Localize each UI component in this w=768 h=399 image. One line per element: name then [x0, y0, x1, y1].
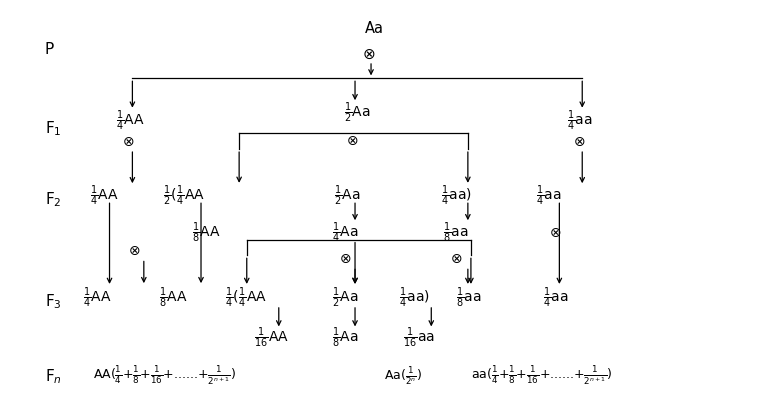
Text: $\frac{1}{4}$AA: $\frac{1}{4}$AA [83, 286, 111, 310]
Text: $\frac{1}{2}$Aa: $\frac{1}{2}$Aa [334, 184, 361, 208]
Text: $\frac{1}{4}$($\frac{1}{4}$AA: $\frac{1}{4}$($\frac{1}{4}$AA [226, 286, 267, 310]
Text: $\frac{1}{4}$aa: $\frac{1}{4}$aa [542, 286, 568, 310]
Text: $\frac{1}{8}$AA: $\frac{1}{8}$AA [192, 221, 220, 245]
Text: $\otimes$: $\otimes$ [450, 252, 462, 266]
Text: $\frac{1}{2}$Aa: $\frac{1}{2}$Aa [332, 286, 359, 310]
Text: $\frac{1}{8}$Aa: $\frac{1}{8}$Aa [332, 326, 359, 350]
Text: $\frac{1}{4}$aa: $\frac{1}{4}$aa [567, 109, 593, 133]
Text: $\frac{1}{4}$aa): $\frac{1}{4}$aa) [441, 184, 472, 208]
Text: AA($\frac{1}{4}$+$\frac{1}{8}$+$\frac{1}{16}$+......+$\frac{1}{2^{n+1}}$): AA($\frac{1}{4}$+$\frac{1}{8}$+$\frac{1}… [93, 365, 236, 388]
Text: P: P [45, 42, 54, 57]
Text: F$_2$: F$_2$ [45, 190, 61, 209]
Text: $\frac{1}{4}$Aa: $\frac{1}{4}$Aa [332, 221, 359, 245]
Text: $\otimes$: $\otimes$ [339, 252, 351, 266]
Text: Aa($\frac{1}{2^{n}}$): Aa($\frac{1}{2^{n}}$) [384, 365, 422, 388]
Text: $\frac{1}{4}$AA: $\frac{1}{4}$AA [91, 184, 119, 208]
Text: F$_3$: F$_3$ [45, 292, 61, 311]
Text: $\frac{1}{8}$AA: $\frac{1}{8}$AA [159, 286, 188, 310]
Text: $\otimes$: $\otimes$ [362, 46, 376, 61]
Text: $\otimes$: $\otimes$ [122, 135, 134, 150]
Text: $\frac{1}{8}$aa: $\frac{1}{8}$aa [456, 286, 482, 310]
Text: $\frac{1}{4}$aa: $\frac{1}{4}$aa [537, 184, 562, 208]
Text: $\otimes$: $\otimes$ [346, 134, 358, 148]
Text: F$_1$: F$_1$ [45, 119, 61, 138]
Text: $\otimes$: $\otimes$ [549, 226, 561, 240]
Text: $\frac{1}{8}$aa: $\frac{1}{8}$aa [443, 221, 469, 245]
Text: $\otimes$: $\otimes$ [127, 245, 140, 259]
Text: $\frac{1}{4}$AA: $\frac{1}{4}$AA [116, 109, 144, 133]
Text: F$_n$: F$_n$ [45, 367, 61, 386]
Text: $\frac{1}{4}$aa): $\frac{1}{4}$aa) [399, 286, 430, 310]
Text: $\frac{1}{16}$aa: $\frac{1}{16}$aa [403, 326, 435, 350]
Text: Aa: Aa [365, 21, 384, 36]
Text: $\frac{1}{2}$($\frac{1}{4}$AA: $\frac{1}{2}$($\frac{1}{4}$AA [163, 184, 205, 208]
Text: $\otimes$: $\otimes$ [573, 135, 585, 150]
Text: aa($\frac{1}{4}$+$\frac{1}{8}$+$\frac{1}{16}$+......+$\frac{1}{2^{n+1}}$): aa($\frac{1}{4}$+$\frac{1}{8}$+$\frac{1}… [471, 365, 612, 388]
Text: $\frac{1}{2}$Aa: $\frac{1}{2}$Aa [343, 101, 370, 125]
Text: $\frac{1}{16}$AA: $\frac{1}{16}$AA [254, 326, 290, 350]
